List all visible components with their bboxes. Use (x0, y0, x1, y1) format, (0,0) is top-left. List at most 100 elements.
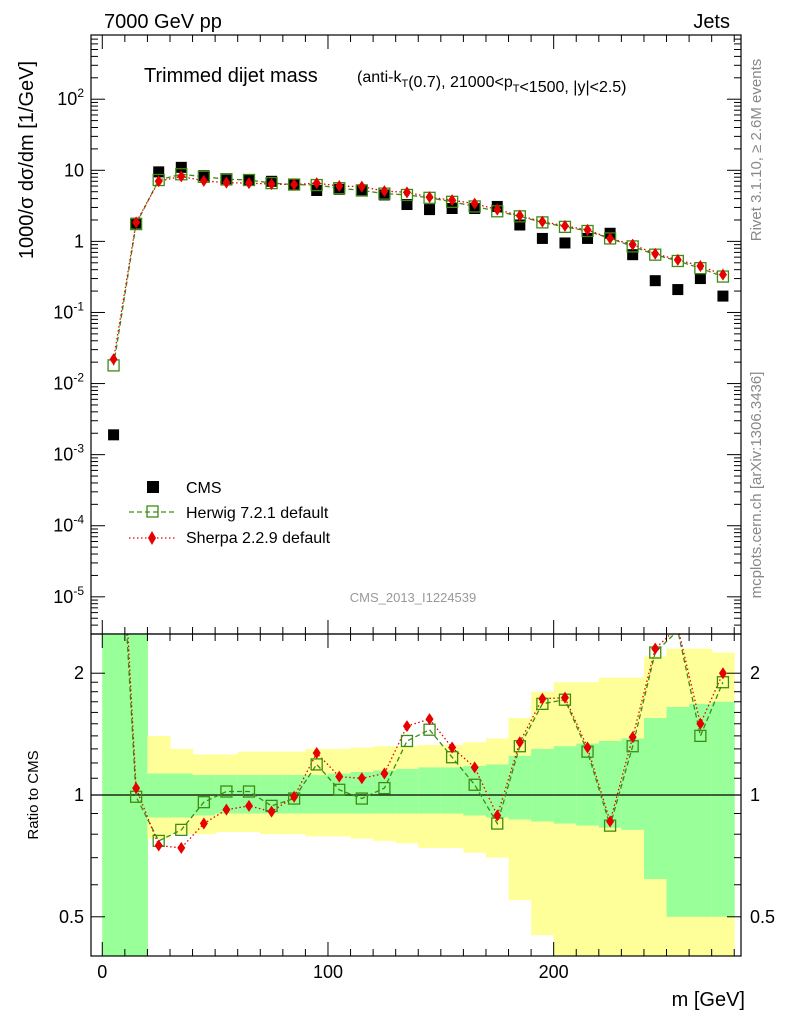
sherpa-ratio-point (718, 667, 727, 680)
sherpa-ratio-point (380, 767, 389, 780)
title-subscript: T (513, 83, 520, 95)
herwig-ratio-point (197, 796, 210, 809)
y-tick-label: 10-3 (53, 442, 84, 465)
legend-marker-sherpa (148, 531, 156, 545)
cms-point (175, 161, 187, 173)
ratio-y-tick-label-right: 2 (750, 663, 760, 683)
sherpa-ratio-point (402, 720, 411, 733)
herwig-ratio-point (220, 785, 233, 798)
x-axis-label: m [GeV] (672, 989, 745, 1011)
cms-point (153, 166, 165, 178)
x-tick-label: 0 (97, 962, 107, 982)
legend-label-herwig: Herwig 7.2.1 default (186, 505, 329, 522)
herwig-ratio-point (242, 785, 256, 798)
cms-point (401, 199, 413, 211)
band-inner (621, 738, 645, 830)
sherpa-point (244, 177, 253, 190)
sherpa-point (335, 180, 344, 193)
cms-point (514, 219, 526, 231)
band-inner (440, 767, 464, 814)
herwig-ratio-line (126, 634, 724, 842)
title-subscript: T (401, 78, 408, 90)
herwig-line (112, 173, 724, 366)
plot-title: Trimmed dijet mass (144, 65, 318, 87)
sherpa-ratio-point (199, 817, 208, 830)
sherpa-line (112, 175, 724, 360)
mcplots-reference-text: mcplots.cern.ch [arXiv:1306.3436] (748, 372, 765, 599)
x-tick-label: 100 (313, 962, 343, 982)
sherpa-ratio-point (425, 713, 434, 726)
herwig-ratio-point (400, 734, 414, 748)
sherpa-ratio-point (154, 839, 163, 852)
sherpa-point (267, 178, 276, 191)
sherpa-point (718, 268, 727, 281)
band-inner (418, 767, 442, 814)
sherpa-point (515, 209, 524, 222)
cms-point (649, 275, 661, 287)
band-inner (395, 768, 419, 814)
ratio-y-tick-label-right: 0.5 (750, 907, 775, 927)
herwig-ratio-point (694, 729, 707, 743)
band-inner (666, 707, 690, 917)
legend-label-cms: CMS (186, 480, 222, 497)
sherpa-point (583, 223, 592, 236)
cms-point (536, 232, 548, 244)
ratio-y-tick-label-left: 1 (74, 785, 84, 805)
sherpa-point (380, 185, 389, 198)
band-inner (508, 755, 532, 820)
ratio-plot-area (91, 634, 741, 854)
sherpa-ratio-point (538, 692, 547, 705)
band-inner (598, 740, 622, 828)
herwig-ratio-point (333, 783, 346, 796)
sherpa-point (109, 353, 118, 366)
plot-title-detail: (anti-kT(0.7), 21000<pT<1500, |y|<2.5) (357, 69, 627, 96)
herwig-ratio-point (423, 723, 436, 736)
legend: CMS Herwig 7.2.1 default Sherpa 2.2.9 de… (129, 480, 331, 547)
cms-point (694, 273, 706, 285)
band-inner (576, 743, 600, 826)
sherpa-point (177, 170, 186, 183)
sherpa-ratio-point (606, 815, 615, 828)
y-tick-label: 10-5 (53, 584, 84, 607)
sherpa-point (425, 191, 434, 204)
sherpa-ratio-point (335, 770, 344, 783)
cms-point (717, 290, 729, 302)
y-tick-label: 1 (74, 231, 84, 251)
sherpa-ratio-point (696, 717, 705, 730)
rivet-version-text: Rivet 3.1.10, ≥ 2.6M events (748, 59, 765, 242)
legend-label-sherpa: Sherpa 2.2.9 default (186, 530, 331, 547)
x-tick-label: 200 (539, 962, 569, 982)
sherpa-ratio-point (244, 799, 253, 812)
y-tick-label: 10-1 (53, 299, 84, 322)
sherpa-point (448, 194, 457, 207)
cms-point (424, 204, 436, 216)
sherpa-ratio-point (177, 841, 186, 854)
sherpa-point (493, 203, 502, 216)
cms-point (672, 284, 684, 296)
sherpa-point (199, 174, 208, 187)
main-panel: 10-5 10-4 10-3 10-2 10-1 1 10 102 (53, 34, 742, 635)
sherpa-ratio-point (290, 790, 299, 803)
sherpa-ratio-point (132, 782, 141, 795)
sherpa-point (538, 215, 547, 228)
y-axis-label: 1000/σ dσ/dm [1/GeV] (16, 61, 38, 259)
sherpa-ratio-point (560, 691, 569, 704)
sherpa-ratio-point (628, 731, 637, 744)
sherpa-ratio-point (470, 761, 479, 774)
sherpa-point (402, 186, 411, 199)
sherpa-point (696, 260, 705, 273)
y-tick-label: 102 (57, 86, 84, 109)
ratio-y-tick-label-left: 2 (74, 663, 84, 683)
herwig-ratio-point (355, 792, 368, 805)
y-tick-label: 10-2 (53, 371, 84, 394)
herwig-ratio-point (175, 823, 188, 837)
ratio-panel: 0.5 0.5 1 1 2 2 0 100 200 (59, 633, 775, 982)
cms-point (582, 232, 594, 244)
sherpa-point (673, 253, 682, 266)
herwig-ratio-point (468, 778, 481, 791)
cms-point (108, 429, 120, 441)
herwig-ratio-point (378, 781, 391, 795)
band-inner (373, 770, 397, 814)
sherpa-ratio-point (583, 741, 592, 754)
